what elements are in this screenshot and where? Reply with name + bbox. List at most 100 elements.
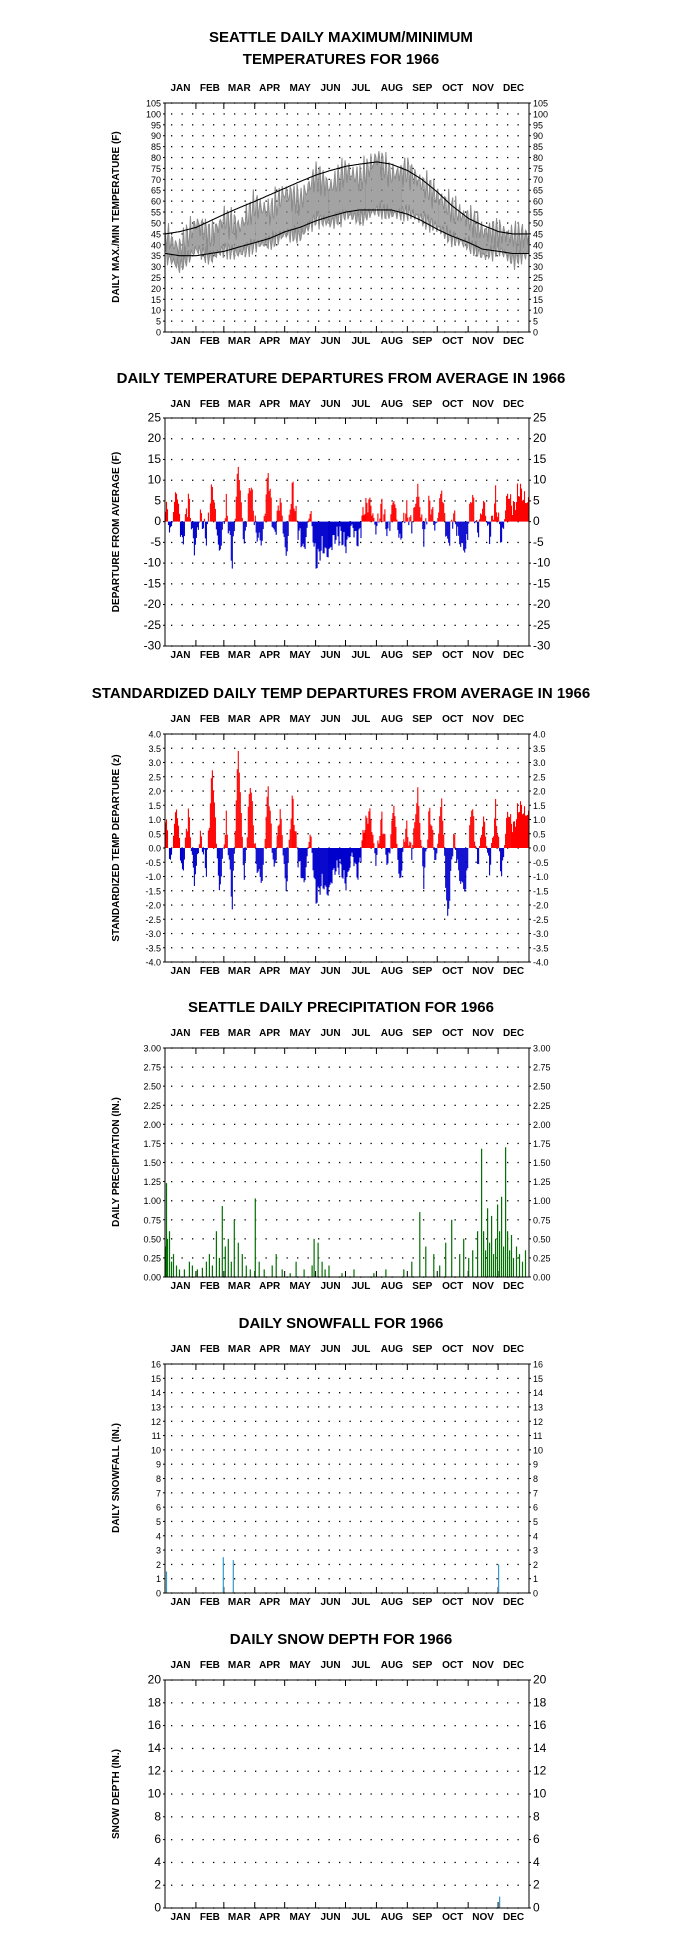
grid-dots	[171, 1047, 519, 1278]
y-tick-label-left: 20	[148, 1673, 162, 1687]
month-label-bottom: APR	[259, 1912, 281, 1923]
month-label-top: JUN	[321, 1028, 341, 1039]
month-label-bottom: JUL	[352, 1281, 371, 1292]
y-tick-label-right: 2.5	[533, 772, 546, 782]
chart-departures: DAILY TEMPERATURE DEPARTURES FROM AVERAG…	[111, 370, 565, 661]
month-label-top: NOV	[472, 1028, 494, 1039]
month-label-bottom: JUN	[321, 966, 341, 977]
y-tick-label-right: 4	[533, 1531, 538, 1541]
y-tick-label-right: 1.75	[533, 1139, 551, 1149]
month-label-top: JUL	[352, 714, 371, 725]
month-label-top: APR	[259, 399, 281, 410]
y-tick-label-left: 16	[148, 1718, 162, 1732]
y-tick-label-left: 95	[151, 120, 161, 130]
y-tick-label-right: 3.0	[533, 758, 546, 768]
y-tick-label-right: 1.00	[533, 1196, 551, 1206]
y-tick-label-left: 1.75	[143, 1139, 161, 1149]
y-tick-label-right: -2.5	[533, 915, 549, 925]
y-tick-label-right: 90	[533, 131, 543, 141]
month-label-bottom: NOV	[472, 336, 494, 347]
month-label-top: AUG	[381, 1028, 403, 1039]
normal-max-line	[165, 161, 529, 235]
y-tick-label-right: 0	[533, 1901, 540, 1915]
month-label-top: FEB	[200, 1344, 220, 1355]
y-tick-label-left: 2.75	[143, 1063, 161, 1073]
y-tick-label-left: -2.5	[145, 915, 161, 925]
y-tick-label-left: -30	[144, 639, 162, 653]
plot-frame	[164, 102, 530, 333]
y-tick-label-left: 70	[151, 175, 161, 185]
y-tick-label-right: 15	[533, 1374, 543, 1384]
y-axis-label: DEPARTURE FROM AVERAGE (F)	[111, 452, 122, 612]
y-tick-label-left: 3.5	[148, 744, 161, 754]
month-label-top: OCT	[442, 399, 463, 410]
month-label-top: DEC	[503, 1028, 524, 1039]
y-tick-label-left: 85	[151, 142, 161, 152]
month-label-top: OCT	[442, 1028, 463, 1039]
month-ticks	[195, 1048, 499, 1277]
month-label-bottom: JAN	[170, 650, 190, 661]
y-tick-label-left: 0.25	[143, 1253, 161, 1263]
month-label-bottom: DEC	[503, 1597, 524, 1608]
month-label-bottom: MAR	[228, 336, 252, 347]
y-tick-label-right: 5	[533, 1517, 538, 1527]
y-tick-label-left: 2.5	[148, 772, 161, 782]
y-tick-label-right: 0	[533, 328, 538, 338]
y-tick-label-right: 30	[533, 262, 543, 272]
month-label-bottom: DEC	[503, 650, 524, 661]
month-label-bottom: FEB	[200, 1597, 220, 1608]
y-tick-label-right: -10	[533, 556, 551, 570]
month-label-bottom: SEP	[412, 966, 432, 977]
month-label-top: JUN	[321, 714, 341, 725]
y-tick-label-right: 2.50	[533, 1082, 551, 1092]
y-tick-label-left: 15	[151, 1374, 161, 1384]
y-tick-label-left: 2.00	[143, 1120, 161, 1130]
month-label-bottom: JUL	[352, 336, 371, 347]
y-tick-label-right: 1.5	[533, 801, 546, 811]
y-tick-label-right: 0.75	[533, 1215, 551, 1225]
y-tick-label-left: 14	[151, 1388, 161, 1398]
y-tick-label-left: 1.00	[143, 1196, 161, 1206]
month-ticks	[195, 734, 499, 962]
month-label-top: JUN	[321, 399, 341, 410]
month-label-bottom: JUL	[352, 1912, 371, 1923]
y-tick-label-right: 0.25	[533, 1253, 551, 1263]
y-tick-label-left: 1.25	[143, 1177, 161, 1187]
month-label-bottom: JUL	[352, 1597, 371, 1608]
y-tick-label-right: 6	[533, 1503, 538, 1513]
y-tick-label-left: 1.5	[148, 801, 161, 811]
month-label-top: JAN	[170, 83, 190, 94]
y-tick-label-right: 2	[533, 1560, 538, 1570]
y-tick-label-left: 0.5	[148, 829, 161, 839]
y-tick-label-left: 10	[148, 1787, 162, 1801]
y-tick-label-right: 70	[533, 175, 543, 185]
month-label-bottom: SEP	[412, 336, 432, 347]
y-tick-label-left: 2.25	[143, 1101, 161, 1111]
y-tick-label-left: 0.75	[143, 1215, 161, 1225]
month-ticks	[195, 1364, 499, 1593]
y-tick-label-left: 35	[151, 251, 161, 261]
y-tick-label-right: 16	[533, 1360, 543, 1370]
y-tick-label-right: 65	[533, 186, 543, 196]
y-tick-label-left: -1.5	[145, 886, 161, 896]
y-tick-label-left: 1.50	[143, 1158, 161, 1168]
month-label-top: JUN	[321, 83, 341, 94]
normal-min-line	[165, 209, 529, 257]
month-label-bottom: JAN	[170, 1912, 190, 1923]
month-label-top: JUL	[352, 1028, 371, 1039]
y-tick-label-right: 14	[533, 1741, 547, 1755]
y-tick-label-left: 12	[151, 1417, 161, 1427]
y-tick-label-right: -3.0	[533, 929, 549, 939]
y-tick-label-right: -2.0	[533, 901, 549, 911]
month-label-bottom: AUG	[381, 650, 403, 661]
y-tick-label-right: 9	[533, 1460, 538, 1470]
y-tick-label-left: 11	[152, 1431, 161, 1441]
y-axis-label: SNOW DEPTH (IN.)	[111, 1749, 122, 1839]
month-label-bottom: NOV	[472, 650, 494, 661]
y-tick-label-left: 0.00	[143, 1273, 161, 1283]
month-label-bottom: APR	[259, 1597, 281, 1608]
month-label-top: MAY	[289, 399, 311, 410]
y-tick-label-left: 8	[156, 1474, 161, 1484]
y-tick-label-right: 15	[533, 295, 543, 305]
y-tick-label-right: 25	[533, 273, 543, 283]
